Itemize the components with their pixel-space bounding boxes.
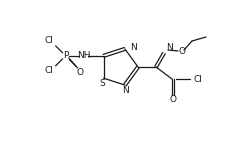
Text: O: O: [169, 96, 176, 105]
Text: N: N: [130, 43, 137, 52]
Text: Cl: Cl: [194, 75, 202, 84]
Text: N: N: [123, 86, 129, 95]
Text: O: O: [179, 46, 185, 55]
Text: S: S: [100, 79, 105, 88]
Text: Cl: Cl: [44, 66, 53, 75]
Text: N: N: [166, 43, 173, 52]
Text: NH: NH: [77, 51, 90, 60]
Text: Cl: Cl: [44, 36, 53, 45]
Text: P: P: [63, 51, 68, 60]
Text: O: O: [76, 68, 83, 77]
